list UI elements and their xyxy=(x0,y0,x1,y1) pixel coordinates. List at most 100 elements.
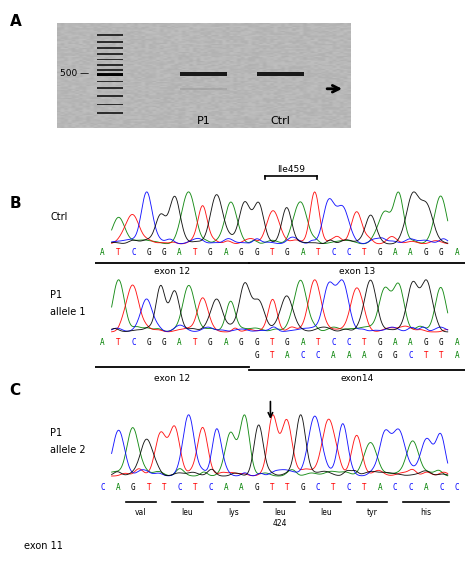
Text: exon14: exon14 xyxy=(340,374,374,383)
Text: P1: P1 xyxy=(50,290,63,301)
Bar xyxy=(97,112,123,114)
Text: G: G xyxy=(393,351,398,360)
Text: leu: leu xyxy=(320,508,332,517)
Text: C: C xyxy=(131,338,136,347)
Text: Ctrl: Ctrl xyxy=(270,116,290,126)
Text: G: G xyxy=(254,483,259,492)
Text: A: A xyxy=(9,14,21,29)
Text: G: G xyxy=(254,338,259,347)
Text: A: A xyxy=(223,248,228,257)
Text: leu: leu xyxy=(274,508,285,517)
Text: T: T xyxy=(362,338,367,347)
Text: A: A xyxy=(100,248,105,257)
Text: T: T xyxy=(162,483,166,492)
Text: G: G xyxy=(254,248,259,257)
Text: exon 12: exon 12 xyxy=(154,268,190,276)
Text: A: A xyxy=(408,248,413,257)
Text: G: G xyxy=(439,338,444,347)
Bar xyxy=(97,74,123,77)
Text: A: A xyxy=(331,351,336,360)
Text: lys: lys xyxy=(228,508,239,517)
Bar xyxy=(97,41,123,43)
Bar xyxy=(180,88,228,90)
Text: T: T xyxy=(270,248,274,257)
Text: exon 12: exon 12 xyxy=(154,374,190,383)
Text: A: A xyxy=(346,351,351,360)
Bar xyxy=(257,72,304,75)
Text: T: T xyxy=(116,338,120,347)
Text: A: A xyxy=(116,483,120,492)
Bar xyxy=(97,58,123,60)
Text: T: T xyxy=(362,483,367,492)
Text: A: A xyxy=(362,351,367,360)
Text: A: A xyxy=(285,351,290,360)
Text: Ile459: Ile459 xyxy=(277,164,305,174)
Text: C: C xyxy=(177,483,182,492)
Text: G: G xyxy=(239,248,244,257)
Text: T: T xyxy=(270,338,274,347)
Text: A: A xyxy=(177,248,182,257)
Text: A: A xyxy=(177,338,182,347)
Text: A: A xyxy=(393,248,398,257)
Text: G: G xyxy=(131,483,136,492)
Text: C: C xyxy=(346,338,351,347)
Text: C: C xyxy=(393,483,398,492)
Bar xyxy=(180,72,228,75)
Text: T: T xyxy=(192,483,197,492)
Text: A: A xyxy=(455,351,459,360)
Text: C: C xyxy=(131,248,136,257)
Text: 500 —: 500 — xyxy=(60,69,89,78)
Text: T: T xyxy=(116,248,120,257)
Text: A: A xyxy=(239,483,244,492)
Text: T: T xyxy=(285,483,290,492)
Text: A: A xyxy=(393,338,398,347)
Text: C: C xyxy=(408,351,413,360)
Bar xyxy=(97,81,123,82)
Text: G: G xyxy=(162,338,166,347)
Bar xyxy=(97,47,123,49)
Text: C: C xyxy=(316,351,320,360)
Text: his: his xyxy=(420,508,431,517)
Text: A: A xyxy=(301,248,305,257)
Text: G: G xyxy=(239,338,244,347)
Text: T: T xyxy=(331,483,336,492)
Text: C: C xyxy=(408,483,413,492)
Text: G: G xyxy=(208,248,213,257)
Text: T: T xyxy=(146,483,151,492)
Text: A: A xyxy=(301,338,305,347)
Text: T: T xyxy=(270,351,274,360)
Text: C: C xyxy=(346,248,351,257)
Text: T: T xyxy=(439,351,444,360)
Text: T: T xyxy=(316,338,320,347)
Text: G: G xyxy=(377,351,382,360)
Text: A: A xyxy=(100,338,105,347)
Text: C: C xyxy=(439,483,444,492)
Text: C: C xyxy=(100,483,105,492)
Text: A: A xyxy=(455,338,459,347)
Text: A: A xyxy=(223,483,228,492)
Text: allele 1: allele 1 xyxy=(50,307,86,317)
Text: A: A xyxy=(223,338,228,347)
Text: A: A xyxy=(424,483,428,492)
Text: G: G xyxy=(439,248,444,257)
Bar xyxy=(97,95,123,97)
Bar xyxy=(97,87,123,88)
Text: A: A xyxy=(408,338,413,347)
Text: G: G xyxy=(208,338,213,347)
Bar xyxy=(97,64,123,66)
Text: G: G xyxy=(285,248,290,257)
Text: T: T xyxy=(270,483,274,492)
Text: C: C xyxy=(208,483,213,492)
Text: G: G xyxy=(301,483,305,492)
Text: C: C xyxy=(455,483,459,492)
Text: C: C xyxy=(331,248,336,257)
Text: exon 11: exon 11 xyxy=(24,541,63,551)
Text: B: B xyxy=(9,196,21,210)
Text: C: C xyxy=(331,338,336,347)
Text: G: G xyxy=(162,248,166,257)
Bar xyxy=(97,35,123,36)
Text: allele 2: allele 2 xyxy=(50,445,86,455)
Text: T: T xyxy=(192,248,197,257)
Text: P1: P1 xyxy=(50,428,63,438)
Text: C: C xyxy=(9,383,20,397)
